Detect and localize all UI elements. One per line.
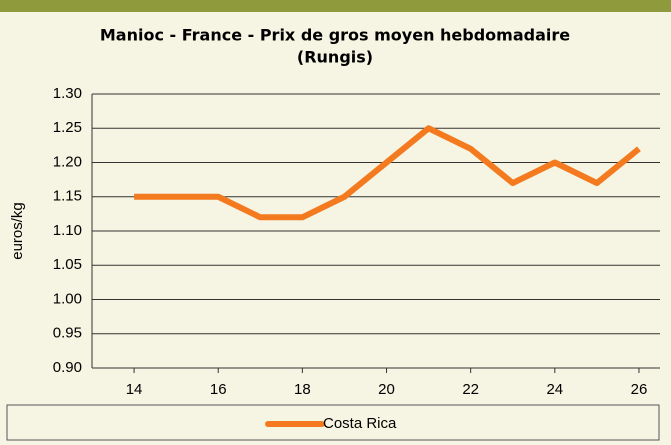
top-band xyxy=(0,0,671,12)
y-tick-label: 1.30 xyxy=(53,85,82,102)
line-series xyxy=(134,125,641,221)
legend-label: Costa Rica xyxy=(323,415,397,432)
y-tick-label: 1.10 xyxy=(53,222,82,239)
y-axis-label: euros/kg xyxy=(9,202,26,260)
y-tick-label: 1.15 xyxy=(53,188,82,205)
x-tick-label: 18 xyxy=(294,381,311,398)
chart-title: (Rungis) xyxy=(297,48,373,67)
y-tick-label: 0.90 xyxy=(53,359,82,376)
y-tick-label: 1.20 xyxy=(53,153,82,170)
y-tick-label: 1.25 xyxy=(53,119,82,136)
x-tick-label: 26 xyxy=(631,381,648,398)
x-tick-label: 22 xyxy=(462,381,479,398)
legend-box xyxy=(6,404,660,441)
y-tick-label: 1.05 xyxy=(53,256,82,273)
x-tick-label: 24 xyxy=(546,381,563,398)
y-tick-label: 1.00 xyxy=(53,290,82,307)
chart-title: Manioc - France - Prix de gros moyen heb… xyxy=(100,26,570,45)
y-tick-label: 0.95 xyxy=(53,325,82,342)
x-tick-label: 14 xyxy=(126,381,143,398)
x-tick-label: 20 xyxy=(378,381,395,398)
x-tick-label: 16 xyxy=(210,381,227,398)
